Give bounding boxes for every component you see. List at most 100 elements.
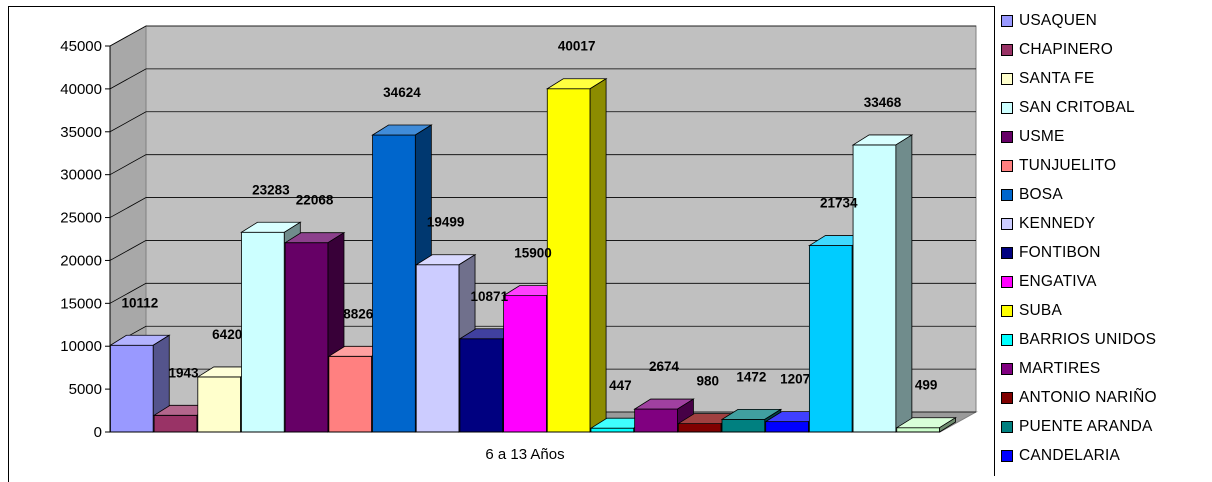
bar-front: [546, 88, 591, 433]
legend-label: FONTIBON: [1019, 243, 1101, 261]
legend-swatch: [1001, 217, 1013, 230]
y-tick-label: 0: [94, 424, 102, 441]
legend-swatch: [1001, 362, 1013, 375]
legend-label: CHAPINERO: [1019, 40, 1113, 58]
legend-swatch: [1001, 159, 1013, 172]
legend-item: SAN CRITOBAL: [1001, 93, 1212, 122]
legend-item: FONTIBON: [1001, 238, 1212, 267]
data-label: 10112: [121, 295, 158, 310]
data-label: 1472: [736, 369, 766, 384]
gridline: [109, 282, 976, 304]
bar-front: [241, 231, 285, 433]
legend-item: TUNJUELITO: [1001, 151, 1212, 180]
data-label: 499: [915, 378, 938, 393]
legend-swatch: [1001, 304, 1013, 317]
data-label: 2674: [649, 359, 680, 374]
bar-front: [590, 427, 635, 433]
legend-swatch: [1001, 275, 1013, 288]
data-labels-group: 10112 1943 6420 23283 22068 8826 34624 19499 108…: [121, 39, 937, 393]
data-label: 21734: [820, 196, 858, 211]
legend-swatch: [1001, 246, 1013, 259]
bar-front: [459, 338, 504, 433]
data-label: 1943: [169, 365, 200, 380]
legend-item: KENNEDY: [1001, 209, 1212, 238]
legend-label: BARRIOS UNIDOS: [1019, 330, 1157, 348]
data-label: 8826: [343, 306, 374, 321]
y-tick-label: 25000: [60, 210, 102, 227]
gridline: [109, 68, 976, 90]
data-label: 23283: [252, 182, 290, 197]
bar: [414, 254, 477, 433]
bar-side: [939, 416, 956, 433]
legend-swatch: [1001, 188, 1013, 201]
data-label: 22068: [296, 193, 334, 208]
data-label: 33468: [864, 95, 902, 110]
legend-item: PUENTE ARANDA: [1001, 412, 1212, 441]
legend-swatch: [1001, 391, 1013, 404]
legend-swatch: [1001, 101, 1013, 114]
gridline: [109, 25, 976, 47]
legend-label: SUBA: [1019, 301, 1063, 319]
legend-label: TUNJUELITO: [1019, 156, 1117, 174]
bars-group: [109, 78, 957, 433]
legend-swatch: [1001, 449, 1013, 462]
y-tick-label: 35000: [60, 124, 102, 141]
bar-front: [677, 423, 722, 433]
legend-item: SUBA: [1001, 296, 1212, 325]
legend: USAQUEN CHAPINERO SANTA FE SAN CRITOBAL USME…: [994, 6, 1212, 476]
x-tick-label: 6 a 13 Años: [485, 446, 564, 463]
legend-item: SANTA FE: [1001, 64, 1212, 93]
legend-swatch: [1001, 14, 1013, 27]
gridline: [109, 197, 976, 218]
legend-item: USME: [1001, 122, 1212, 151]
data-label: 40017: [558, 39, 596, 54]
legend-label: BOSA: [1019, 185, 1063, 203]
legend-item: USAQUEN: [1001, 6, 1212, 35]
bar-front: [284, 242, 329, 433]
bar-front: [765, 421, 809, 433]
gridline: [109, 111, 976, 133]
bar-front: [197, 376, 242, 433]
bar-front: [634, 408, 678, 433]
bar-front: [808, 245, 853, 433]
data-label: 19499: [427, 215, 465, 230]
legend-swatch: [1001, 72, 1013, 85]
bar-front: [415, 264, 460, 433]
data-label: 34624: [383, 85, 421, 100]
bar-front: [153, 414, 198, 433]
legend-label: USME: [1019, 127, 1065, 145]
legend-label: SANTA FE: [1019, 69, 1095, 87]
legend-label: MARTIRES: [1019, 359, 1101, 377]
legend-label: ENGATIVA: [1019, 272, 1097, 290]
legend-item: CHAPINERO: [1001, 35, 1212, 64]
bar-side: [589, 78, 607, 433]
legend-item: MARTIRES: [1001, 354, 1212, 383]
bar: [851, 134, 914, 433]
legend-swatch: [1001, 130, 1013, 143]
y-tick-label: 10000: [60, 338, 102, 355]
data-label: 6420: [212, 327, 242, 342]
gridline: [109, 240, 976, 261]
y-tick-label: 30000: [60, 167, 102, 184]
legend-item: CANDELARIA: [1001, 441, 1212, 470]
legend-item: BOSA: [1001, 180, 1212, 209]
legend-swatch: [1001, 43, 1013, 56]
legend-swatch: [1001, 420, 1013, 433]
y-tick-label: 15000: [60, 295, 102, 312]
legend-swatch: [1001, 333, 1013, 346]
gridline: [109, 154, 976, 176]
data-label: 1207: [780, 372, 810, 387]
legend-label: SAN CRITOBAL: [1019, 98, 1135, 116]
bar: [545, 78, 608, 433]
bar-chart: 0 5000 10000 15000 20000 25000 30000 35000 40000…: [60, 25, 978, 463]
legend-item: ENGATIVA: [1001, 267, 1212, 296]
y-tick-label: 40000: [60, 81, 102, 98]
legend-item: ANTONIO NARIÑO: [1001, 383, 1212, 412]
data-label: 980: [696, 374, 719, 389]
y-tick-label: 20000: [60, 252, 102, 269]
data-label: 15900: [514, 246, 552, 261]
data-label: 10871: [471, 289, 509, 304]
data-label: 447: [609, 378, 632, 393]
bar-front: [896, 427, 940, 433]
